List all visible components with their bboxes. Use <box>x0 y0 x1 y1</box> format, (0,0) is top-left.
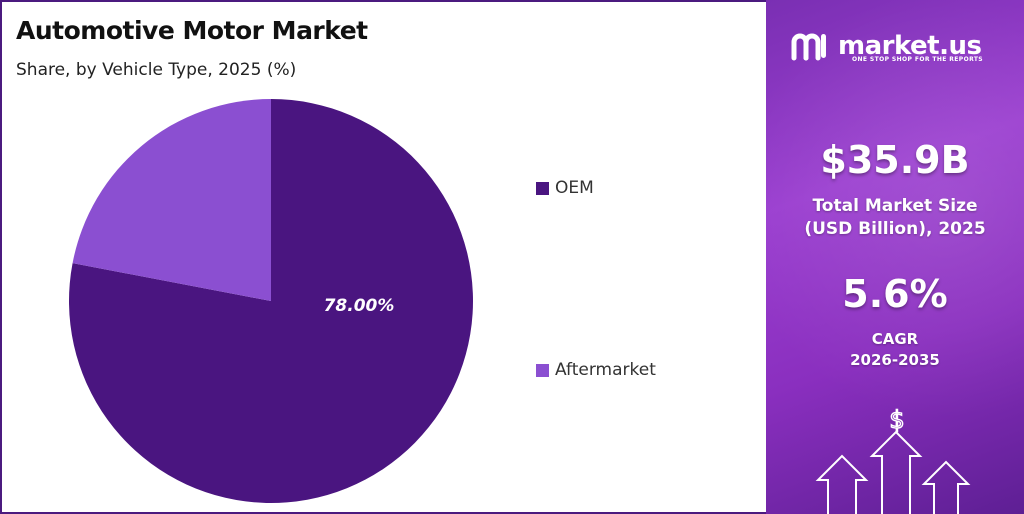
market-size-label-line2: (USD Billion), 2025 <box>804 219 986 239</box>
legend-swatch-aftermarket <box>536 363 549 377</box>
legend-label-aftermarket: Aftermarket <box>555 360 656 380</box>
chart-legend-2: Aftermarket <box>536 360 656 380</box>
pie-chart: 78.00% <box>68 99 473 504</box>
pie-slice-oem <box>68 99 473 504</box>
cagr-value: 5.6% <box>842 272 948 316</box>
cagr-label-line2: 2026-2035 <box>850 351 940 369</box>
summary-panel: market.us ONE STOP SHOP FOR THE REPORTS … <box>766 0 1024 514</box>
pie-slice-aftermarket <box>72 99 271 301</box>
dollar-arrows-icon: $ <box>815 405 971 514</box>
legend-item-aftermarket: Aftermarket <box>536 360 656 380</box>
chart-title: Automotive Motor Market <box>16 16 368 45</box>
brand-tagline: ONE STOP SHOP FOR THE REPORTS <box>852 56 984 63</box>
brand-name: market.us <box>838 31 982 61</box>
arrow-right <box>921 460 971 514</box>
arrow-middle <box>869 430 923 514</box>
data-label-oem: 78.00% <box>324 296 395 316</box>
market-us-logo-icon <box>791 33 826 61</box>
arrow-left <box>815 454 869 514</box>
chart-card: Automotive Motor Market Share, by Vehicl… <box>0 0 766 514</box>
dollar-sign: $ <box>889 406 904 434</box>
chart-legend: OEM <box>536 178 594 198</box>
legend-swatch-oem <box>536 181 549 195</box>
cagr-label-line1: CAGR <box>871 330 919 348</box>
market-size-label-line1: Total Market Size <box>812 196 978 216</box>
brand: market.us <box>790 28 982 64</box>
legend-item-oem: OEM <box>536 178 594 198</box>
legend-label-oem: OEM <box>555 178 594 198</box>
panel-overlay <box>766 0 1024 514</box>
market-size-value: $35.9B <box>820 138 970 182</box>
chart-subtitle: Share, by Vehicle Type, 2025 (%) <box>16 60 297 80</box>
